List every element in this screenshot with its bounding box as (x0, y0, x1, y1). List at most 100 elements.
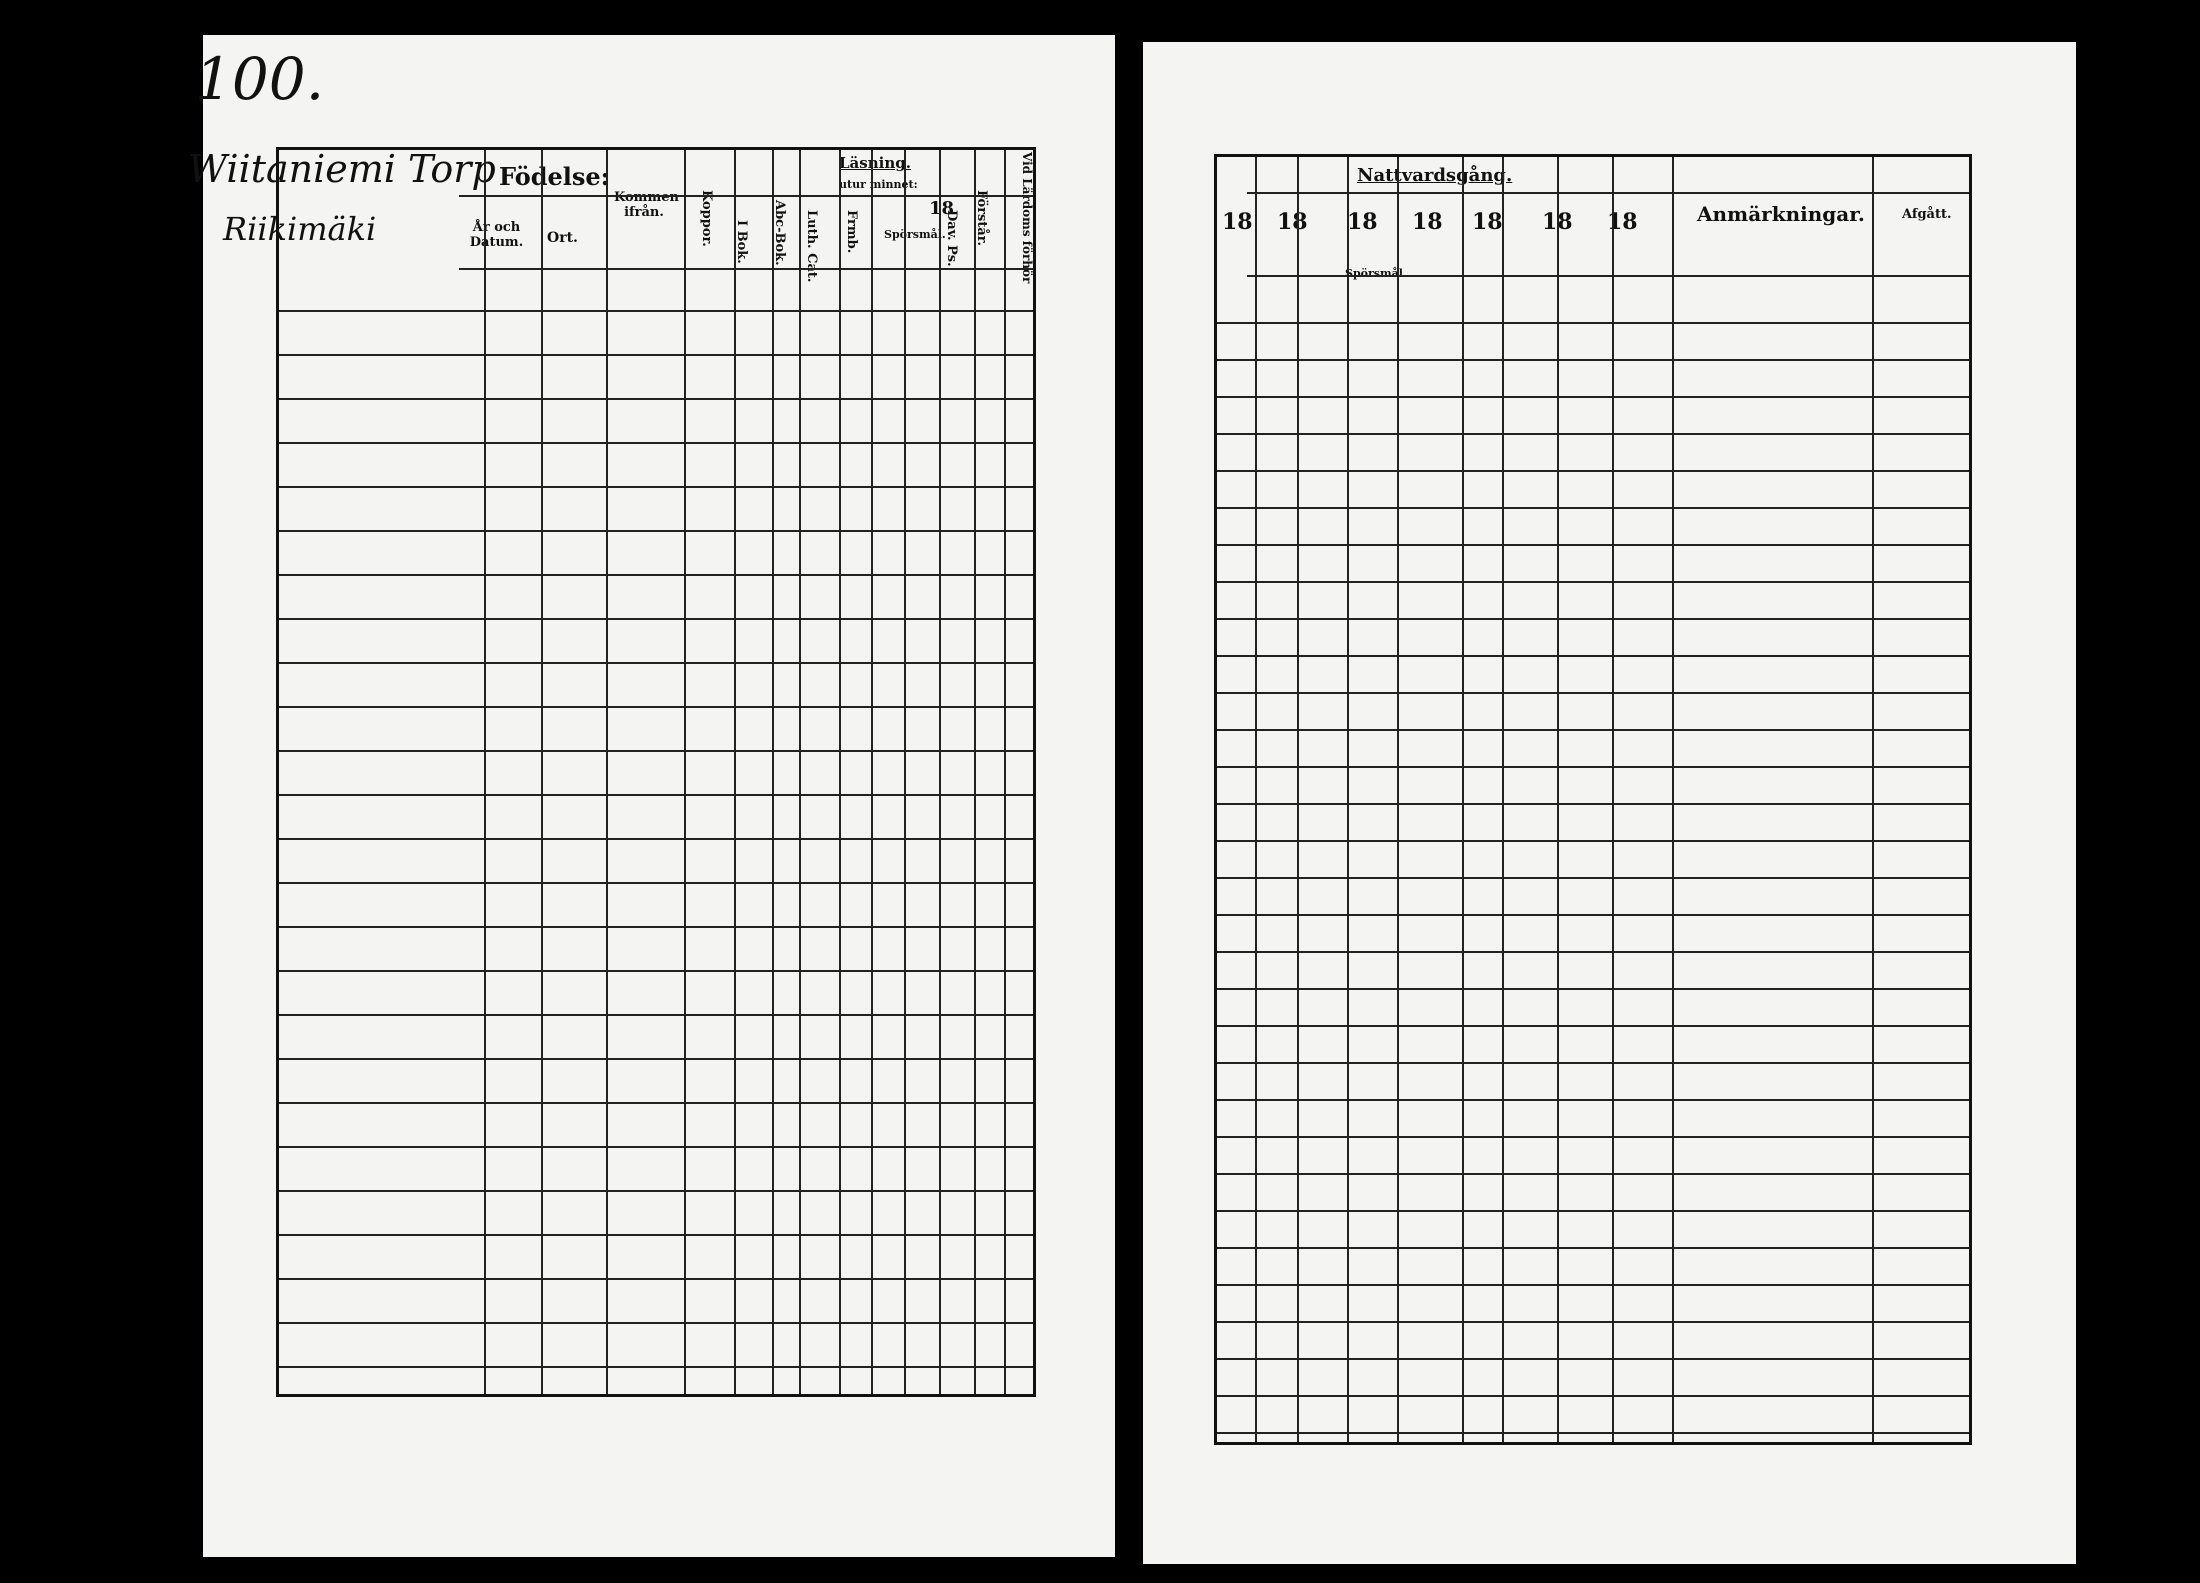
column-line (1255, 157, 1257, 1442)
header-year: 18 (1472, 209, 1503, 235)
column-line (939, 150, 941, 1394)
row-line (1217, 729, 1969, 731)
header-koppor: Koppor. (699, 190, 714, 247)
row-line (1217, 988, 1969, 990)
row-line (1217, 1358, 1969, 1360)
header-ar-och-datum: År och Datum. (469, 220, 524, 250)
row-line (1217, 1247, 1969, 1249)
row-line (279, 398, 1033, 400)
row-line (1217, 507, 1969, 509)
place-name: Wiitaniemi Torp (188, 147, 496, 191)
header-abc-bok: Abc-Bok. (772, 200, 787, 266)
row-line (279, 970, 1033, 972)
row-line (459, 268, 1033, 270)
row-line (1217, 877, 1969, 879)
column-line (606, 150, 608, 1394)
row-line (279, 706, 1033, 708)
row-line (1217, 1136, 1969, 1138)
row-line (1217, 544, 1969, 546)
row-line (1217, 692, 1969, 694)
row-line (1217, 1284, 1969, 1286)
register-table-right: Nattvardsgång. 18181818181818 Spörsmål A… (1214, 154, 1972, 1445)
header-sporsmal: Spörsmål. (884, 228, 946, 241)
header-i-bok: I Bok. (734, 220, 749, 264)
header-anmarkningar: Anmärkningar. (1697, 202, 1865, 226)
page-number: 100. (195, 45, 325, 113)
row-line (279, 794, 1033, 796)
row-line (1247, 275, 1969, 277)
header-lasning: Läsning. (839, 154, 911, 172)
row-line (279, 574, 1033, 576)
column-line (974, 150, 976, 1394)
row-line (1217, 359, 1969, 361)
row-line (279, 310, 1033, 312)
column-line (684, 150, 686, 1394)
row-line (1217, 1062, 1969, 1064)
header-fodelse: Födelse: (499, 162, 610, 191)
header-year: 18 (1412, 209, 1443, 235)
row-line (1217, 1210, 1969, 1212)
row-line (1217, 470, 1969, 472)
header-ort: Ort. (547, 230, 578, 246)
row-line (1217, 1025, 1969, 1027)
column-line (1612, 157, 1614, 1442)
row-line (1217, 655, 1969, 657)
row-line (279, 1190, 1033, 1192)
header-lardoms-forhor: Vid Lärdoms förhör (1020, 152, 1034, 284)
register-table-left: Födelse: År och Datum. Ort. Kommen ifrån… (276, 147, 1036, 1397)
header-afgatt: Afgått. (1902, 207, 1952, 222)
row-line (279, 1278, 1033, 1280)
column-line (1557, 157, 1559, 1442)
column-line (1502, 157, 1504, 1442)
row-line (279, 442, 1033, 444)
row-line (1217, 951, 1969, 953)
row-line (279, 354, 1033, 356)
header-utur-minnet: utur minnet: (839, 178, 918, 191)
column-line (904, 150, 906, 1394)
header-year: 18 (1222, 209, 1253, 235)
row-line (1217, 322, 1969, 324)
header-nattvardsgang: Nattvardsgång. (1357, 165, 1513, 186)
row-line (279, 530, 1033, 532)
row-line (279, 662, 1033, 664)
row-line (1217, 766, 1969, 768)
column-line (1347, 157, 1349, 1442)
row-line (279, 1322, 1033, 1324)
row-line (1217, 1395, 1969, 1397)
column-line (1462, 157, 1464, 1442)
column-line (1004, 150, 1006, 1394)
column-line (839, 150, 841, 1394)
header-kommen-fran: Kommen ifrån. (614, 190, 679, 220)
row-line (279, 1014, 1033, 1016)
right-page: Nattvardsgång. 18181818181818 Spörsmål A… (1143, 42, 2076, 1564)
row-line (1217, 1173, 1969, 1175)
row-line (459, 195, 1033, 197)
column-line (799, 150, 801, 1394)
row-line (279, 1102, 1033, 1104)
row-line (279, 1146, 1033, 1148)
header-year: 18 (1347, 209, 1378, 235)
row-line (279, 618, 1033, 620)
header-forstar: Förstår. (974, 190, 989, 246)
column-line (1672, 157, 1674, 1442)
row-line (279, 1234, 1033, 1236)
column-line (871, 150, 873, 1394)
row-line (1217, 1321, 1969, 1323)
row-line (1217, 618, 1969, 620)
row-line (1217, 1099, 1969, 1101)
row-line (1217, 1432, 1969, 1434)
row-line (1217, 433, 1969, 435)
header-sporsmal: Spörsmål (1345, 267, 1403, 280)
row-line (279, 1058, 1033, 1060)
column-line (772, 150, 774, 1394)
row-line (1217, 840, 1969, 842)
row-line (279, 750, 1033, 752)
row-line (279, 882, 1033, 884)
header-bibl-hist: Frmb. (844, 210, 859, 254)
column-line (1872, 157, 1874, 1442)
row-line (1217, 396, 1969, 398)
header-year: 18 (1277, 209, 1308, 235)
column-line (484, 150, 486, 1394)
row-line (1217, 581, 1969, 583)
row-line (1217, 914, 1969, 916)
